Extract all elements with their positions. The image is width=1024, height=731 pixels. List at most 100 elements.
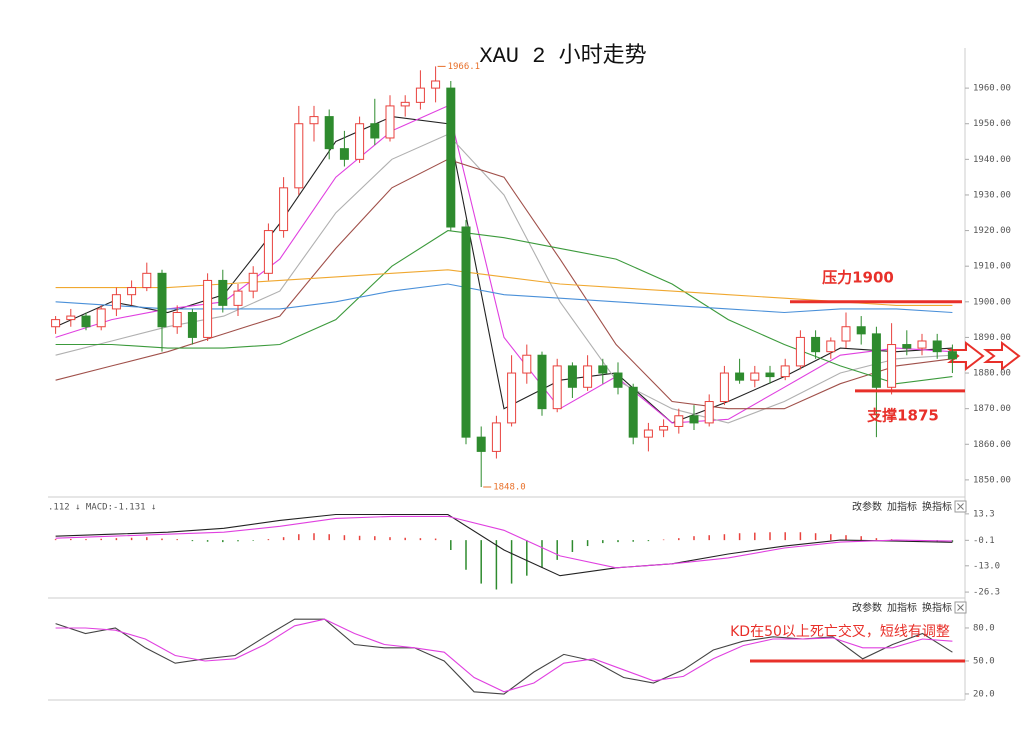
candle-body (598, 365, 608, 374)
indicator-button[interactable]: 加指标 (887, 500, 917, 513)
indicator-button[interactable]: 加指标 (887, 601, 917, 614)
candle-body (795, 336, 805, 367)
y-tick-label: 1920.00 (973, 226, 1011, 236)
candle-body (187, 311, 197, 338)
y-tick-label: 1910.00 (973, 262, 1011, 272)
candle-body (400, 101, 410, 107)
indicator-line (55, 158, 953, 410)
y-tick-label: 1890.00 (973, 333, 1011, 343)
close-icon (957, 503, 964, 510)
extreme-label: 1848.0 (493, 483, 526, 493)
candle-body (415, 87, 425, 103)
chart-title: XAU 2 小时走势 (479, 43, 646, 69)
candle-body (461, 226, 471, 438)
indicator-button[interactable]: 换指标 (922, 500, 952, 513)
candle-body (218, 279, 228, 306)
candle-body (887, 344, 897, 388)
indicator-button[interactable]: 换指标 (922, 601, 952, 614)
candle-body (659, 425, 669, 431)
candle-body (111, 294, 121, 310)
candle-body (491, 422, 501, 452)
arrow-icon (983, 340, 1021, 372)
candle-body (902, 344, 912, 349)
y-tick-label: -26.3 (973, 588, 1000, 598)
candle-body (750, 372, 760, 381)
candle-body (841, 326, 851, 342)
y-tick-label: 1880.00 (973, 369, 1011, 379)
candle-body (81, 315, 91, 328)
candle-body (719, 372, 729, 403)
candle-body (780, 365, 790, 378)
candle-body (947, 351, 957, 360)
y-tick-label: 1850.00 (973, 475, 1011, 485)
level-label: KD在50以上死亡交叉，短线有调整 (730, 623, 950, 640)
indicator-line (55, 618, 953, 693)
y-tick-label: 1940.00 (973, 155, 1011, 165)
candle-body (643, 429, 653, 438)
indicator-line (55, 515, 953, 569)
candle-body (917, 340, 927, 349)
candle-body (689, 415, 699, 424)
candle-body (385, 105, 395, 139)
candle-body (537, 354, 547, 410)
candle-body (127, 287, 137, 296)
y-tick-label: -13.0 (973, 561, 1000, 571)
candle-body (932, 340, 942, 353)
candle-body (522, 354, 532, 374)
y-tick-label: 1950.00 (973, 119, 1011, 129)
candle-body (765, 372, 775, 378)
indicator-button[interactable]: 改参数 (852, 500, 882, 513)
candle-body (704, 401, 714, 424)
y-tick-label: 50.0 (973, 656, 995, 666)
candle-body (172, 311, 182, 328)
candle-body (355, 123, 365, 160)
candle-body (370, 123, 380, 139)
candle-body (157, 272, 167, 328)
candle-body (324, 116, 334, 150)
candle-body (233, 290, 243, 306)
candle-body (142, 272, 152, 289)
y-tick-label: 80.0 (973, 623, 995, 633)
y-tick-label: 1870.00 (973, 404, 1011, 414)
indicator-button[interactable]: 改参数 (852, 601, 882, 614)
candle-body (871, 333, 881, 388)
candle-body (203, 279, 213, 338)
candle-body (476, 436, 486, 452)
candle-body (294, 123, 304, 189)
y-tick-label: 20.0 (973, 689, 995, 699)
candle-body (811, 336, 821, 353)
candle-body (567, 365, 577, 388)
candle-body (309, 116, 319, 125)
candle-body (66, 315, 76, 321)
candle-body (552, 365, 562, 410)
candle-body (279, 187, 289, 232)
y-tick-label: 1900.00 (973, 297, 1011, 307)
candle-body (339, 148, 349, 160)
y-tick-label: 1860.00 (973, 440, 1011, 450)
candle-body (446, 87, 456, 228)
indicator-header: .112 ↓ MACD:-1.131 ↓ (48, 503, 156, 513)
candle-body (248, 272, 258, 292)
candle-body (856, 326, 866, 335)
y-tick-label: 1960.00 (973, 84, 1011, 94)
candle-body (431, 80, 441, 89)
candle-body (583, 365, 593, 388)
candle-body (735, 372, 745, 381)
candle-body (826, 340, 836, 353)
close-icon (957, 604, 964, 611)
extreme-label: 1966.1 (448, 62, 481, 72)
level-label: 压力1900 (822, 268, 894, 286)
candle-body (507, 372, 517, 424)
candle-body (263, 230, 273, 274)
candle-body (628, 386, 638, 438)
candle-body (96, 308, 106, 328)
indicator-line (55, 513, 953, 577)
candle-body (674, 415, 684, 427)
level-label: 支撑1875 (866, 406, 939, 424)
candle-body (613, 372, 623, 388)
y-tick-label: -0.1 (973, 536, 995, 546)
y-tick-label: 13.3 (973, 509, 995, 519)
y-tick-label: 1930.00 (973, 190, 1011, 200)
candle-body (51, 319, 61, 328)
